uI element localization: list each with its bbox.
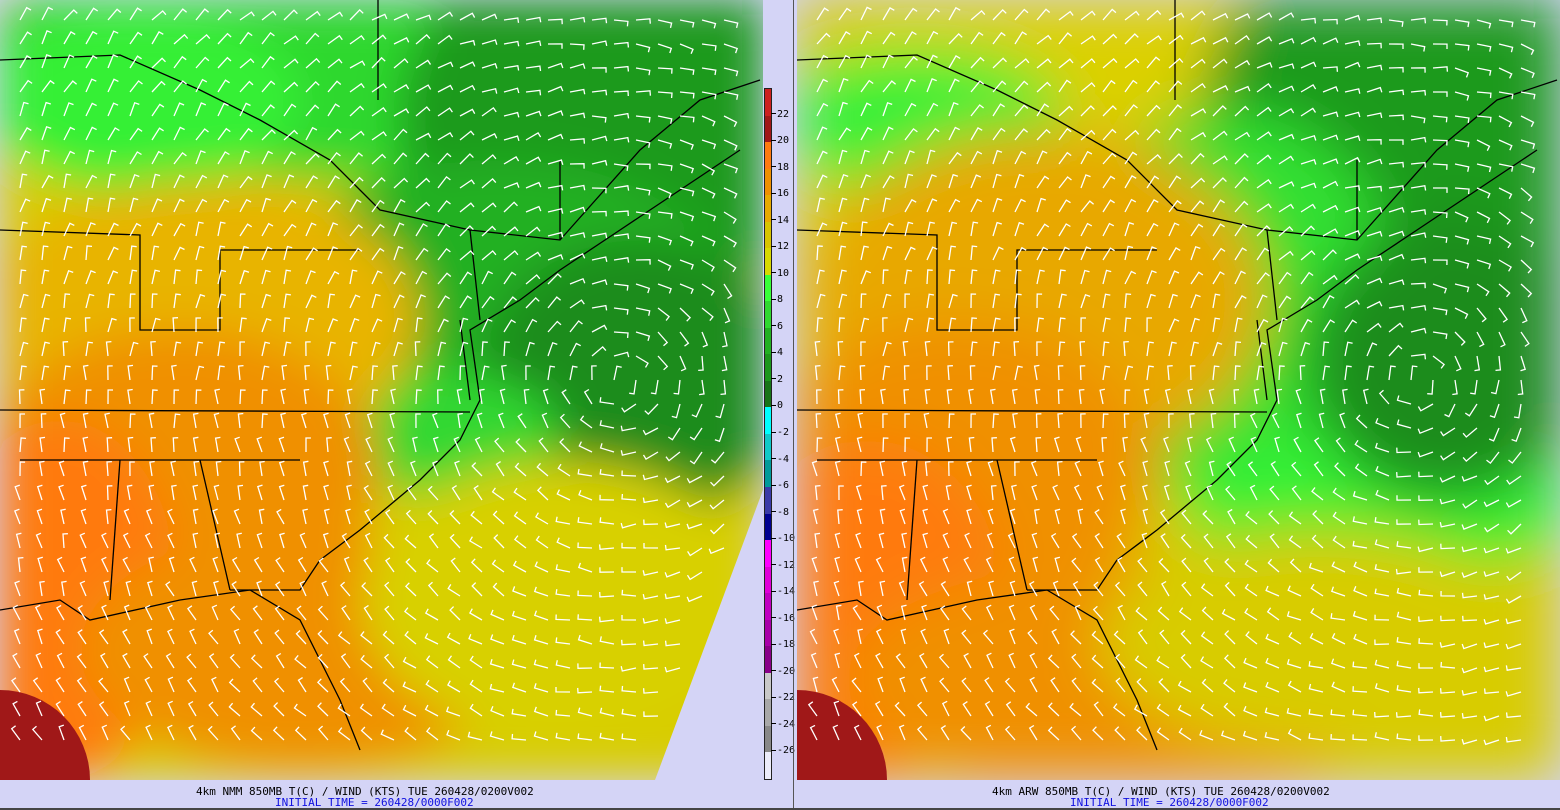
colorbar-tick-label: -2 xyxy=(771,428,789,438)
colorbar-tick-label: -20 xyxy=(771,666,795,677)
colorbar-segment xyxy=(765,248,771,275)
panel-divider xyxy=(793,0,794,810)
nmm-initial-time: INITIAL TIME = 260428/0000F002 xyxy=(275,796,474,809)
colorbar-tick-label: 12 xyxy=(771,242,789,252)
colorbar-segment xyxy=(765,89,771,116)
colorbar-segment xyxy=(765,513,771,541)
colorbar-tick-label: -22 xyxy=(771,693,795,703)
colorbar-tick-label: -10 xyxy=(771,534,795,544)
colorbar-segment xyxy=(765,752,771,779)
colorbar-segment xyxy=(765,725,771,753)
colorbar-tick-label: -26 xyxy=(771,746,795,756)
map-canvas xyxy=(797,0,1560,780)
colorbar-segment xyxy=(765,460,771,487)
arw-caption: 4km ARW 850MB T(C) / WIND (KTS) TUE 2604… xyxy=(992,785,1330,798)
colorbar-tick-label: 8 xyxy=(771,295,783,305)
temperature-colorbar xyxy=(764,88,772,780)
nmm-map-panel xyxy=(0,0,763,780)
colorbar-segment xyxy=(765,407,771,434)
colorbar-segment xyxy=(765,168,771,196)
nmm-caption: 4km NMM 850MB T(C) / WIND (KTS) TUE 2604… xyxy=(196,785,534,798)
colorbar-segment xyxy=(765,195,771,222)
wind-barbs xyxy=(10,6,739,741)
colorbar-segment xyxy=(765,221,771,249)
arw-initial-time: INITIAL TIME = 260428/0000F002 xyxy=(1070,796,1269,809)
colorbar-tick-label: -12 xyxy=(771,560,795,571)
colorbar-segment xyxy=(765,593,771,620)
wind-barbs xyxy=(807,6,1536,746)
colorbar-segment xyxy=(765,486,771,514)
colorbar-tick-label: 2 xyxy=(771,374,783,385)
colorbar-segment xyxy=(765,115,771,143)
colorbar-segment xyxy=(765,274,771,302)
colorbar-segment xyxy=(765,433,771,461)
colorbar-tick-label: -18 xyxy=(771,640,795,650)
colorbar-tick-label: -4 xyxy=(771,454,789,465)
colorbar-tick-label: 0 xyxy=(771,401,783,411)
map-canvas xyxy=(0,0,763,780)
arw-map-panel xyxy=(797,0,1560,780)
colorbar-segment xyxy=(765,301,771,328)
colorbar-segment xyxy=(765,646,771,673)
colorbar-tick-label: 10 xyxy=(771,268,789,279)
coastlines-and-borders xyxy=(0,0,761,751)
colorbar-segment xyxy=(765,380,771,408)
colorbar-tick-label: -16 xyxy=(771,613,795,624)
colorbar-segment xyxy=(765,142,771,169)
colorbar-tick-label: 4 xyxy=(771,348,783,358)
coastlines-and-borders xyxy=(797,0,1558,751)
colorbar-tick-label: 18 xyxy=(771,162,789,173)
colorbar-tick-label: -24 xyxy=(771,719,795,730)
colorbar-tick-label: -14 xyxy=(771,587,795,597)
colorbar-tick-label: -6 xyxy=(771,481,789,491)
colorbar-tick-label: 16 xyxy=(771,189,789,199)
colorbar-segment xyxy=(765,540,771,567)
colorbar-tick-label: 14 xyxy=(771,215,789,226)
colorbar-segment xyxy=(765,327,771,355)
colorbar-segment xyxy=(765,699,771,726)
colorbar-tick-label: -8 xyxy=(771,507,789,518)
colorbar-segment xyxy=(765,672,771,700)
colorbar-segment xyxy=(765,619,771,647)
colorbar-tick-label: 6 xyxy=(771,321,783,332)
colorbar-segment xyxy=(765,354,771,381)
colorbar-tick-label: 22 xyxy=(771,109,789,120)
colorbar-tick-label: 20 xyxy=(771,136,789,146)
colorbar-segment xyxy=(765,566,771,594)
bottom-border xyxy=(0,808,1560,810)
